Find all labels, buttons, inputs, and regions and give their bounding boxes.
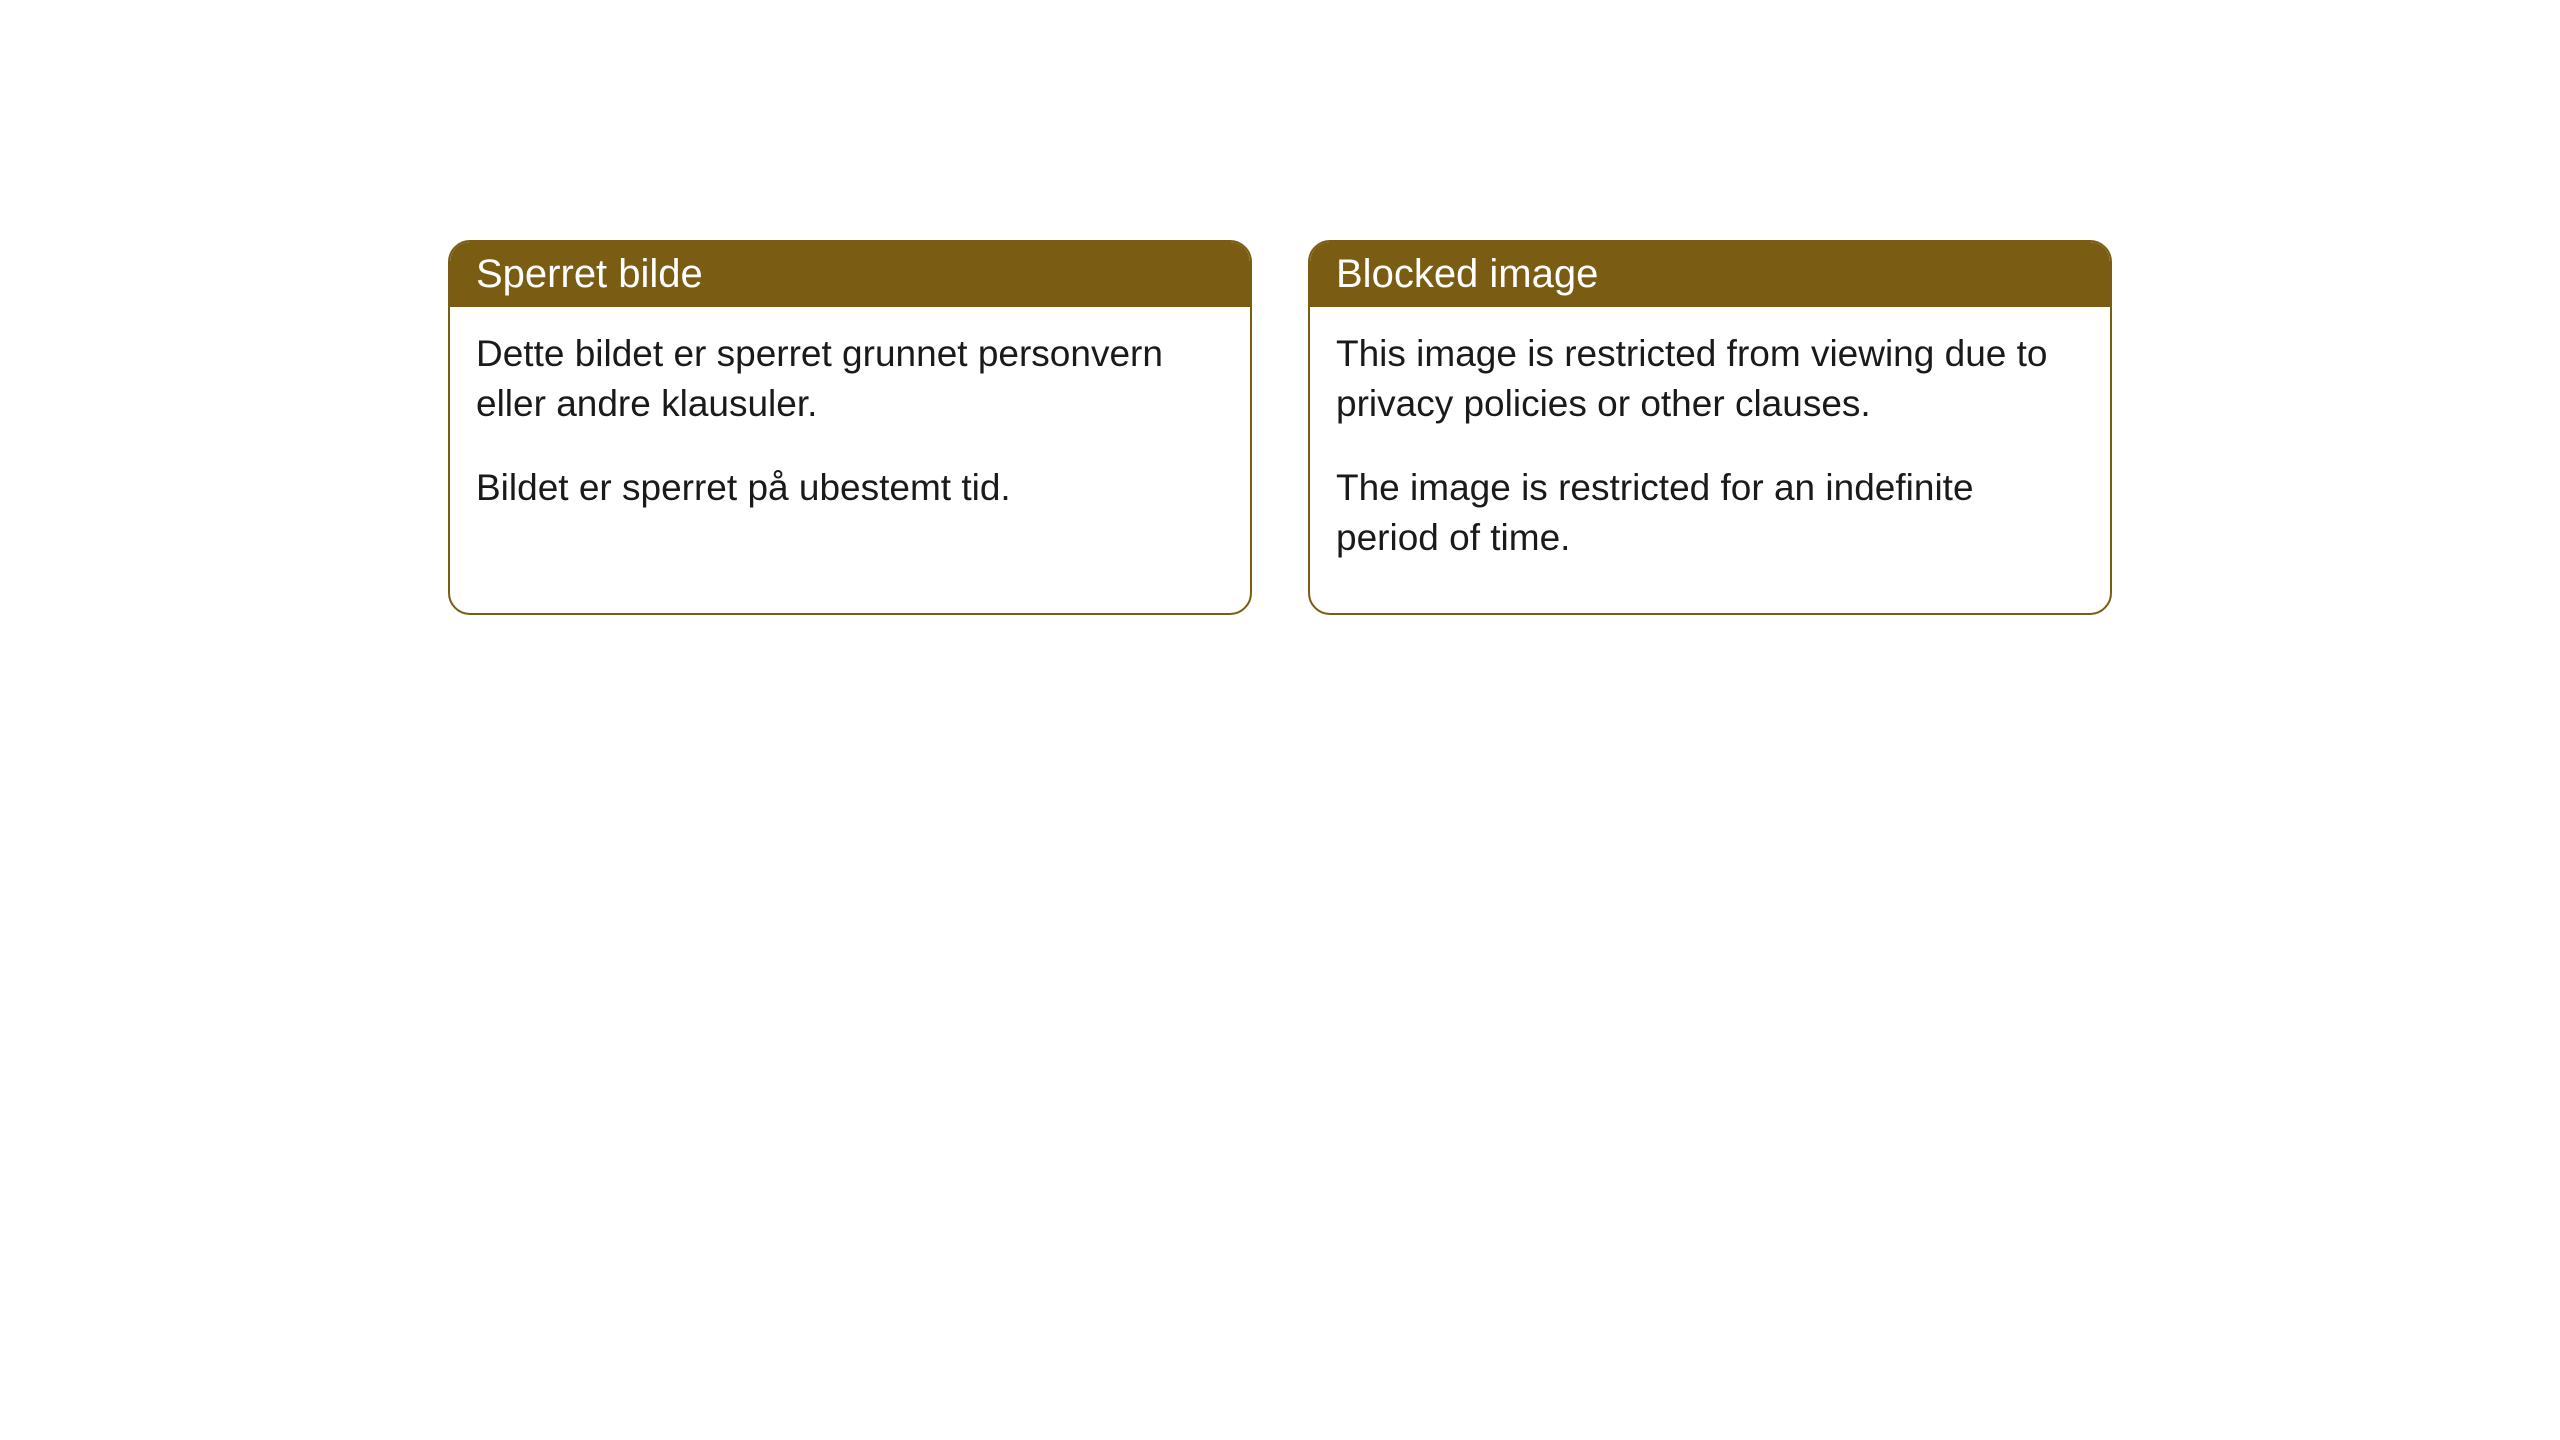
card-paragraph-2: Bildet er sperret på ubestemt tid. [476, 463, 1224, 513]
blocked-image-card-english: Blocked image This image is restricted f… [1308, 240, 2112, 615]
card-paragraph-1: Dette bildet er sperret grunnet personve… [476, 329, 1224, 429]
card-body: This image is restricted from viewing du… [1310, 307, 2110, 613]
card-paragraph-2: The image is restricted for an indefinit… [1336, 463, 2084, 563]
card-paragraph-1: This image is restricted from viewing du… [1336, 329, 2084, 429]
card-body: Dette bildet er sperret grunnet personve… [450, 307, 1250, 563]
card-container: Sperret bilde Dette bildet er sperret gr… [0, 0, 2560, 615]
card-title: Blocked image [1310, 242, 2110, 307]
blocked-image-card-norwegian: Sperret bilde Dette bildet er sperret gr… [448, 240, 1252, 615]
card-title: Sperret bilde [450, 242, 1250, 307]
